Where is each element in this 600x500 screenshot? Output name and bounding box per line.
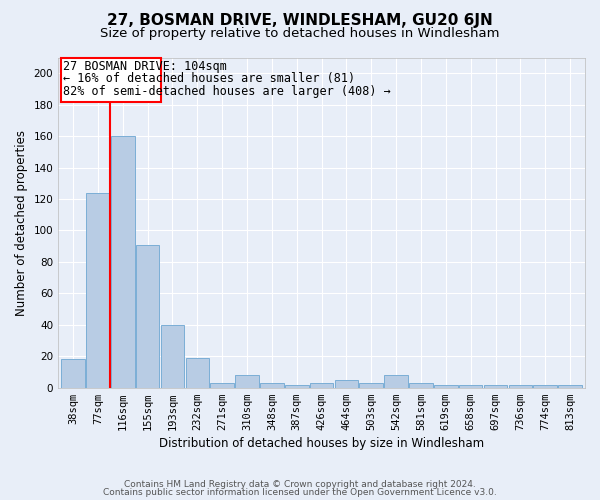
Bar bbox=[385, 375, 408, 388]
Bar bbox=[61, 360, 85, 388]
Bar bbox=[161, 325, 184, 388]
Bar bbox=[310, 383, 334, 388]
Bar bbox=[335, 380, 358, 388]
Bar bbox=[434, 384, 458, 388]
Bar bbox=[459, 384, 482, 388]
Bar bbox=[409, 383, 433, 388]
Bar bbox=[533, 384, 557, 388]
Text: 27, BOSMAN DRIVE, WINDLESHAM, GU20 6JN: 27, BOSMAN DRIVE, WINDLESHAM, GU20 6JN bbox=[107, 12, 493, 28]
Bar bbox=[509, 384, 532, 388]
Bar bbox=[558, 384, 582, 388]
Bar bbox=[111, 136, 134, 388]
Text: 27 BOSMAN DRIVE: 104sqm: 27 BOSMAN DRIVE: 104sqm bbox=[63, 60, 227, 73]
Bar bbox=[185, 358, 209, 388]
FancyBboxPatch shape bbox=[61, 58, 161, 102]
Text: ← 16% of detached houses are smaller (81): ← 16% of detached houses are smaller (81… bbox=[63, 72, 355, 86]
Bar bbox=[359, 383, 383, 388]
Bar bbox=[136, 244, 160, 388]
Bar bbox=[285, 384, 308, 388]
Text: Contains public sector information licensed under the Open Government Licence v3: Contains public sector information licen… bbox=[103, 488, 497, 497]
Text: Size of property relative to detached houses in Windlesham: Size of property relative to detached ho… bbox=[100, 28, 500, 40]
Text: 82% of semi-detached houses are larger (408) →: 82% of semi-detached houses are larger (… bbox=[63, 85, 391, 98]
Y-axis label: Number of detached properties: Number of detached properties bbox=[15, 130, 28, 316]
Bar bbox=[260, 383, 284, 388]
Bar bbox=[211, 383, 234, 388]
Bar bbox=[484, 384, 508, 388]
X-axis label: Distribution of detached houses by size in Windlesham: Distribution of detached houses by size … bbox=[159, 437, 484, 450]
Bar bbox=[86, 192, 110, 388]
Bar bbox=[235, 375, 259, 388]
Text: Contains HM Land Registry data © Crown copyright and database right 2024.: Contains HM Land Registry data © Crown c… bbox=[124, 480, 476, 489]
